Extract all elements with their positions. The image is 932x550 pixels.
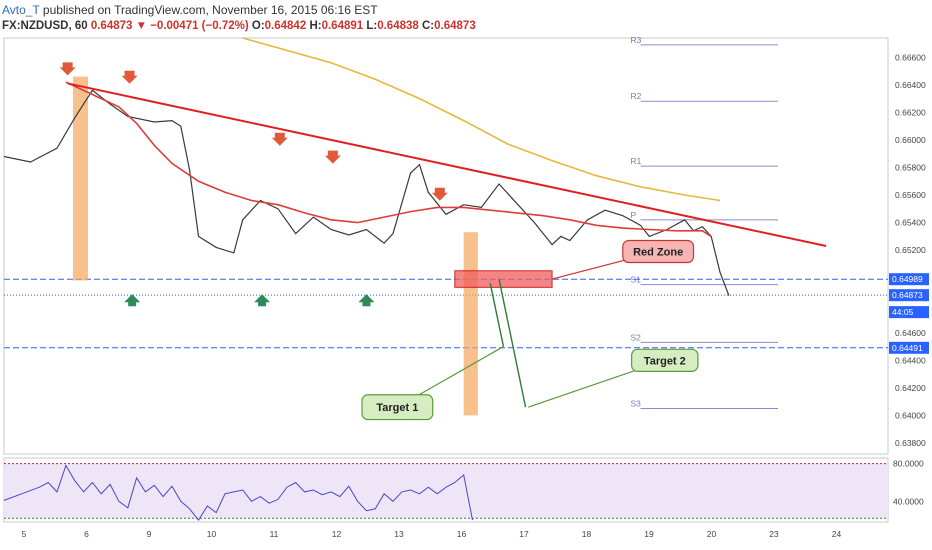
- time-tick-label: 10: [207, 529, 217, 539]
- open-value: 0.64842: [264, 20, 307, 32]
- high-label: H:: [309, 20, 322, 32]
- price-change: −0.00471 (−0.72%): [150, 20, 249, 32]
- chart-header: Avto_T published on TradingView.com, Nov…: [0, 0, 932, 38]
- close-value: 0.64873: [434, 20, 476, 32]
- callout-box: [361, 394, 434, 421]
- price-tag-box: [889, 289, 929, 302]
- down-arrow-icon: [59, 62, 76, 76]
- up-arrow-icon: [254, 294, 271, 307]
- projection-arrow: [498, 278, 527, 408]
- low-value: 0.64838: [377, 20, 419, 32]
- price-tick-label: 0.64600: [895, 328, 926, 338]
- callout-box: [631, 348, 699, 372]
- price-tick-label: 0.64000: [895, 410, 926, 420]
- price-tick-label: 0.65400: [895, 218, 926, 228]
- up-arrow-icon: [124, 294, 141, 307]
- low-label: L:: [366, 20, 378, 32]
- symbol-label[interactable]: FX:NZDUSD, 60: [2, 20, 88, 32]
- rsi-tick-label: 80.0000: [893, 459, 924, 469]
- down-arrow-icon: [271, 132, 288, 146]
- pivot-label: S3: [630, 399, 641, 409]
- price-tag-label: 0.64491: [892, 343, 923, 353]
- price-tag-label: 0.64873: [892, 290, 923, 300]
- down-arrow-icon: ▼: [135, 20, 147, 32]
- time-tick-label: 19: [644, 529, 654, 539]
- price-tag-box: [889, 306, 929, 319]
- callout-label: Red Zone: [633, 247, 683, 259]
- publish-info: Avto_T published on TradingView.com, Nov…: [2, 3, 378, 17]
- pivot-label: R3: [630, 35, 641, 45]
- publish-text: published on TradingView.com, November 1…: [39, 3, 378, 17]
- price-tick-label: 0.64200: [895, 383, 926, 393]
- price-line: [3, 89, 730, 296]
- resistance-trendline: [67, 82, 827, 247]
- price-tick-label: 0.64400: [895, 355, 926, 365]
- pivot-label: R1: [630, 156, 641, 166]
- up-arrow-icon: [358, 294, 375, 307]
- highlight-bar: [463, 232, 478, 416]
- callout-label: Target 1: [376, 402, 418, 414]
- pivot-label: R2: [630, 91, 641, 101]
- symbol-info: FX:NZDUSD, 60 0.64873 ▼ −0.00471 (−0.72%…: [2, 20, 476, 32]
- open-label: O:: [251, 20, 265, 32]
- last-price: 0.64873: [90, 20, 133, 32]
- time-tick-label: 20: [707, 529, 717, 539]
- time-tick-label: 6: [84, 529, 89, 539]
- time-tick-label: 18: [582, 529, 592, 539]
- down-arrow-icon: [324, 150, 341, 164]
- highlight-bar: [72, 76, 88, 281]
- close-label: C:: [422, 20, 435, 32]
- pivot-label: P: [630, 210, 636, 220]
- rsi-tick-label: 40.0000: [893, 496, 924, 506]
- time-tick-label: 12: [332, 529, 342, 539]
- main-pane-frame: [3, 37, 889, 455]
- down-arrow-icon: [121, 70, 138, 84]
- red-zone-box: [454, 270, 553, 288]
- price-tick-label: 0.65800: [895, 162, 926, 172]
- moving-average-red: [65, 81, 712, 238]
- time-tick-label: 11: [270, 529, 279, 539]
- time-tick-label: 23: [769, 529, 779, 539]
- time-tick-label: 5: [22, 529, 27, 539]
- price-tick-label: 0.66000: [895, 135, 926, 145]
- price-tag-box: [889, 273, 929, 286]
- price-tag-label: 0.64989: [892, 274, 923, 284]
- moving-average-yellow: [242, 37, 721, 202]
- time-tick-label: 17: [519, 529, 529, 539]
- price-tick-label: 0.66400: [895, 80, 926, 90]
- price-tag-box: [889, 341, 929, 354]
- down-arrow-icon: [431, 187, 448, 201]
- pivot-label: S2: [630, 332, 641, 342]
- projection-arrow: [489, 283, 505, 347]
- price-tick-label: 0.66600: [895, 52, 926, 62]
- rsi-band: [4, 463, 888, 519]
- price-tick-label: 0.66200: [895, 107, 926, 117]
- price-tag-label: 44:05: [892, 307, 914, 317]
- time-tick-label: 13: [394, 529, 404, 539]
- price-tick-label: 0.65200: [895, 245, 926, 255]
- callout-box: [622, 239, 695, 264]
- high-value: 0.64891: [321, 20, 364, 32]
- rsi-line: [3, 464, 473, 521]
- time-tick-label: 24: [832, 529, 842, 539]
- time-tick-label: 9: [147, 529, 152, 539]
- time-tick-label: 16: [457, 529, 467, 539]
- callout-label: Target 2: [644, 355, 686, 367]
- price-tick-label: 0.65600: [895, 190, 926, 200]
- author-link[interactable]: Avto_T: [2, 3, 40, 17]
- price-tick-label: 0.63800: [895, 438, 926, 448]
